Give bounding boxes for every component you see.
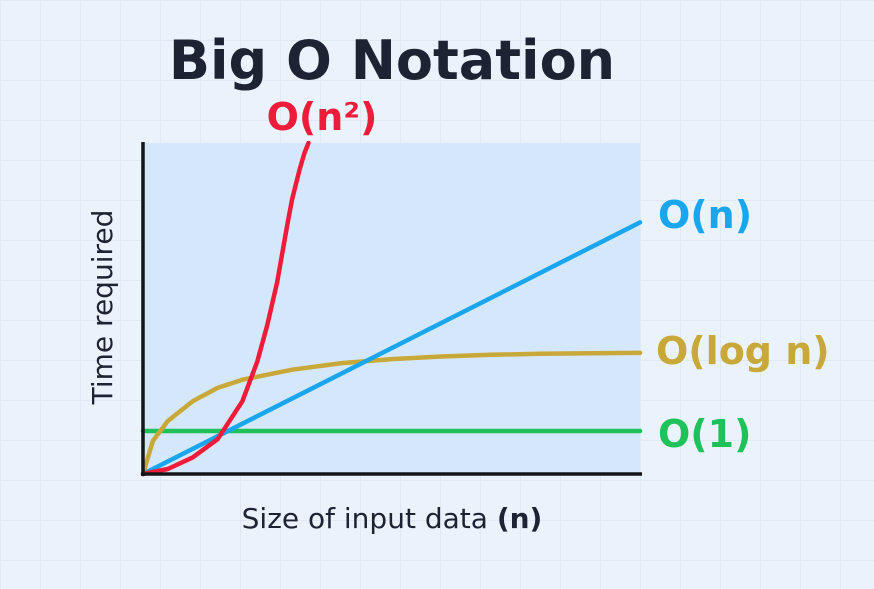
series-label-o-n: O(n²) bbox=[267, 95, 378, 139]
plot-area bbox=[143, 143, 640, 474]
series-label-o-log-n: O(log n) bbox=[656, 329, 830, 373]
series-line-o-n bbox=[140, 140, 311, 477]
y-axis-label: Time required bbox=[86, 210, 119, 406]
series-layer bbox=[140, 140, 643, 477]
x-axis-label-variable: (n) bbox=[497, 502, 543, 535]
series-line-o-log-n bbox=[140, 350, 643, 477]
chart-title: Big O Notation bbox=[169, 29, 615, 92]
series-line-o-n bbox=[140, 220, 643, 477]
series-label-o-n: O(n) bbox=[658, 193, 752, 237]
x-axis-label: Size of input data (n) bbox=[242, 502, 543, 535]
x-axis-label-text: Size of input data bbox=[242, 502, 488, 535]
label-layer: O(1) O(log n) O(n) O(n²) bbox=[267, 95, 830, 456]
series-label-o-1: O(1) bbox=[658, 412, 751, 456]
